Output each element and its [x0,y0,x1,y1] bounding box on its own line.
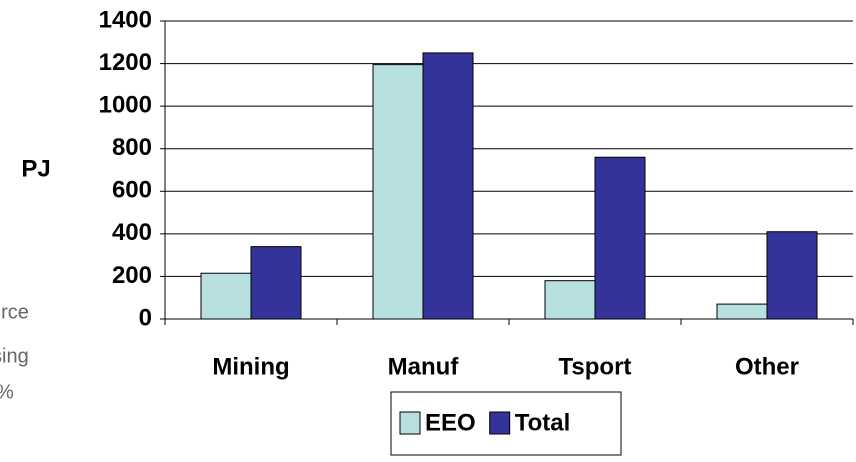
y-tick-label: 200 [112,262,152,289]
y-tick-label: 800 [112,134,152,161]
y-tick-label: 1200 [99,49,152,76]
legend-label: EEO [425,409,476,436]
legend-swatch [399,411,421,435]
bar [544,280,596,320]
bar [766,231,818,320]
annotation: sing [0,345,29,367]
bar [422,52,474,320]
y-tick-label: 600 [112,177,152,204]
bar [250,246,302,320]
x-tick-label: Manuf [388,353,460,380]
bar [594,156,646,320]
bar [200,272,252,320]
annotation: % [0,381,14,403]
y-tick-label: 0 [139,304,152,331]
x-tick-label: Tsport [559,353,632,380]
bar [716,303,768,320]
x-tick-label: Other [735,353,799,380]
y-tick-label: 1000 [99,91,152,118]
y-axis-label: PJ [21,155,50,182]
bar [372,64,424,320]
legend: EEO Total [390,391,622,456]
x-tick-label: Mining [212,353,289,380]
y-tick-label: 1400 [99,6,152,33]
legend-label: Total [515,409,571,436]
annotation: urce [0,301,29,323]
y-tick-label: 400 [112,219,152,246]
legend-swatch [489,411,511,435]
